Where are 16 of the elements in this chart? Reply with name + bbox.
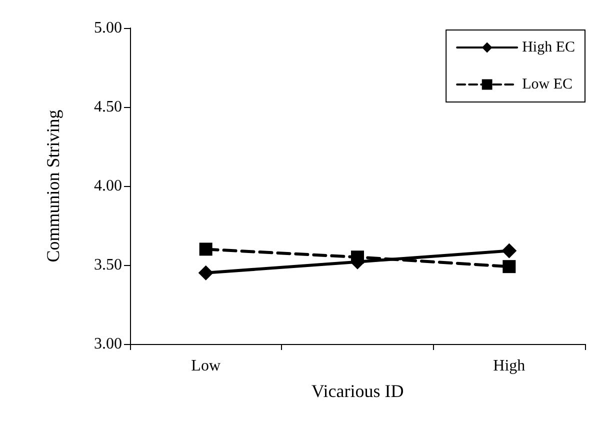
y-tick-label: 4.00 xyxy=(94,178,122,194)
y-tick-label: 3.00 xyxy=(94,336,122,352)
x-axis-title: Vicarious ID xyxy=(311,381,404,401)
legend-label: High EC xyxy=(522,40,576,56)
y-tick-label: 5.00 xyxy=(94,20,122,36)
point xyxy=(502,260,516,274)
y-axis-title: Communion Striving xyxy=(43,110,63,262)
point xyxy=(198,265,214,280)
point xyxy=(502,243,517,258)
y-tick-label: 3.50 xyxy=(94,256,122,274)
y-tick-label: 4.50 xyxy=(94,98,122,116)
point xyxy=(351,250,364,264)
legend-label: Low EC xyxy=(522,76,573,92)
point xyxy=(199,242,212,256)
x-tick-label: High xyxy=(493,358,526,374)
x-tick-label: Low xyxy=(191,358,221,374)
